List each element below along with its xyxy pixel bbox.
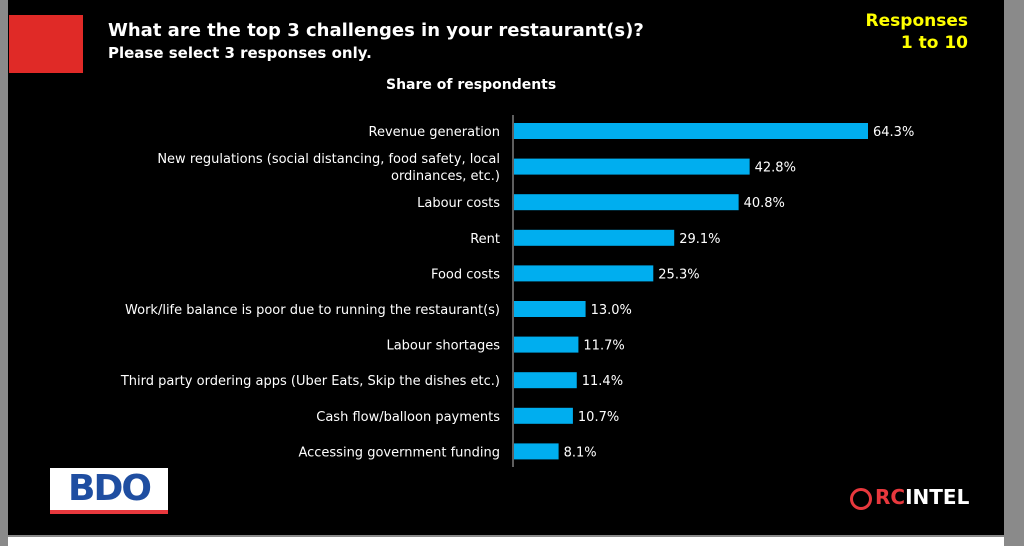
data-label: 42.8%: [755, 161, 796, 176]
category-label: Rent: [470, 232, 500, 247]
data-label: 8.1%: [564, 445, 597, 460]
chart-title: Share of respondents: [386, 77, 557, 93]
data-label: 29.1%: [679, 232, 720, 247]
data-label: 10.7%: [578, 410, 619, 425]
bar: [514, 301, 586, 317]
magnifier-icon: [850, 487, 872, 510]
data-label: 11.7%: [583, 339, 624, 354]
responses-line2: 1 to 10: [900, 33, 968, 53]
data-label: 13.0%: [591, 303, 632, 318]
data-label: 25.3%: [658, 267, 699, 282]
category-label: Labour shortages: [386, 339, 500, 354]
category-label: Food costs: [431, 267, 500, 282]
slide-panel: [8, 0, 1004, 535]
page-subtitle: Please select 3 responses only.: [108, 44, 372, 62]
responses-line1: Responses: [865, 11, 968, 31]
category-label: New regulations (social distancing, food…: [157, 152, 500, 167]
category-label: Labour costs: [417, 196, 500, 211]
data-label: 64.3%: [873, 125, 914, 140]
page-title: What are the top 3 challenges in your re…: [108, 20, 644, 41]
bar: [514, 407, 573, 424]
bar: [514, 123, 868, 139]
responses-label: Responses 1 to 10: [866, 10, 968, 54]
category-label: Cash flow/balloon payments: [316, 410, 500, 425]
bar: [514, 336, 579, 353]
bar: [514, 158, 750, 175]
data-label: 40.8%: [744, 196, 785, 211]
bar: [514, 265, 654, 282]
category-label: Revenue generation: [369, 125, 500, 140]
bdo-logo: BDO: [50, 468, 168, 514]
data-label: 11.4%: [582, 374, 623, 389]
category-label: ordinances, etc.): [391, 169, 500, 184]
category-label: Third party ordering apps (Uber Eats, Sk…: [120, 374, 500, 389]
category-label: Accessing government funding: [298, 445, 500, 460]
rcintel-logo: RCINTEL: [850, 485, 969, 510]
red-accent-box: [9, 15, 83, 73]
bar: [514, 443, 559, 460]
category-label: Work/life balance is poor due to running…: [125, 303, 500, 318]
bar: [514, 194, 739, 211]
bar: [514, 372, 577, 389]
bottom-strip: [8, 537, 1004, 546]
bar: [514, 229, 675, 246]
